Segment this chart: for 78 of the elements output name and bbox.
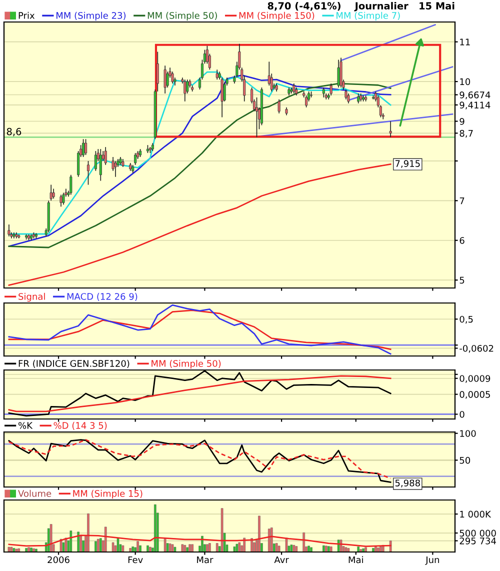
candlestick — [223, 82, 226, 102]
candlestick — [134, 152, 137, 166]
x-tick-label: 2006 — [48, 556, 70, 564]
annotation: 7,915 — [395, 160, 420, 168]
candlestick — [60, 194, 62, 208]
legend-label: Volume — [18, 490, 52, 497]
y-tick-label: 10 — [460, 78, 470, 86]
candlestick — [52, 188, 55, 200]
y-tick-label: -0,0602 — [460, 344, 494, 353]
y-tick-label: 295 734 — [460, 538, 496, 544]
legend-label: MM (Simple 150) — [239, 12, 314, 21]
x-tick-label: Jun — [425, 556, 439, 565]
x-tick-label: Mai — [348, 556, 363, 564]
candlestick — [344, 89, 348, 100]
y-tick-label: 0,0009 — [460, 375, 490, 383]
candlestick — [164, 65, 166, 94]
candlestick — [340, 57, 342, 88]
y-tick-label: 50 — [460, 456, 470, 464]
series-label: %K — [18, 422, 33, 429]
legend-label: Signal — [18, 292, 45, 302]
candlestick — [357, 93, 360, 104]
y-tick-label: 5 — [460, 276, 464, 284]
legend-label: MACD (12 26 9) — [67, 292, 138, 301]
legend-label: MM (Simple 23) — [56, 12, 126, 21]
y-tick-label: 7 — [460, 198, 464, 204]
legend-label: FR (INDICE GEN.SBF120) — [18, 360, 130, 368]
candlestick — [104, 146, 107, 166]
candlestick — [50, 184, 52, 202]
y-tick-label: 9 — [460, 118, 464, 125]
candlestick — [347, 93, 350, 104]
y-tick-label: 100 — [460, 430, 476, 437]
y-tick-label: 9,4114 — [460, 102, 490, 110]
x-tick-label: Mar — [197, 556, 214, 564]
legend-label: MM (Simple 50) — [152, 360, 221, 369]
chart-title: 8,70 (-4,61%) Journalier 15 Mai — [268, 2, 454, 12]
candlestick — [8, 224, 10, 237]
candlestick — [278, 99, 280, 114]
candlestick — [82, 138, 85, 158]
candlestick — [84, 138, 88, 156]
legend-label: MM (Simple 50) — [148, 12, 217, 21]
line-series — [8, 163, 392, 286]
candlestick — [99, 148, 102, 182]
y-tick-label: 500 000 — [460, 530, 496, 537]
candlestick — [389, 120, 392, 138]
line-series — [8, 310, 392, 350]
y-tick-label: 1 000K — [460, 510, 492, 518]
legend-label: MM (Simple 15) — [73, 490, 142, 499]
candlestick — [305, 95, 308, 108]
ref-line-label: 8,6 — [6, 128, 22, 136]
x-tick-label: Fev — [128, 556, 143, 564]
legend-label: MM (Simple 7) — [336, 12, 400, 21]
candlestick — [292, 83, 296, 94]
candlestick — [337, 59, 340, 88]
candlestick — [255, 97, 258, 138]
candlestick — [216, 69, 218, 80]
y-tick-label: 0,0005 — [460, 391, 490, 399]
y-tick-label: 9,6674 — [460, 91, 490, 100]
candlestick — [322, 87, 325, 98]
y-tick-label: 11 — [460, 38, 470, 46]
legend-label: Prix — [18, 12, 35, 19]
candlestick — [330, 83, 332, 96]
candlestick — [62, 192, 65, 206]
y-tick-label: 0 — [460, 410, 464, 418]
y-tick-label: 8,7 — [460, 130, 473, 138]
x-tick-label: Avr — [274, 556, 289, 564]
candlestick — [114, 160, 117, 178]
legend-label: %D (14 3 5) — [54, 422, 107, 430]
candlestick — [171, 71, 174, 84]
candlestick — [86, 160, 90, 186]
line-series — [8, 534, 392, 547]
line-series — [8, 304, 392, 355]
candlestick — [70, 174, 72, 196]
annotation: 5,988 — [395, 480, 420, 488]
candlestick — [184, 79, 186, 102]
candlestick — [94, 150, 97, 172]
candlestick — [166, 71, 169, 88]
y-tick-label: 6 — [460, 237, 464, 244]
y-tick-label: 0,5 — [460, 316, 473, 324]
